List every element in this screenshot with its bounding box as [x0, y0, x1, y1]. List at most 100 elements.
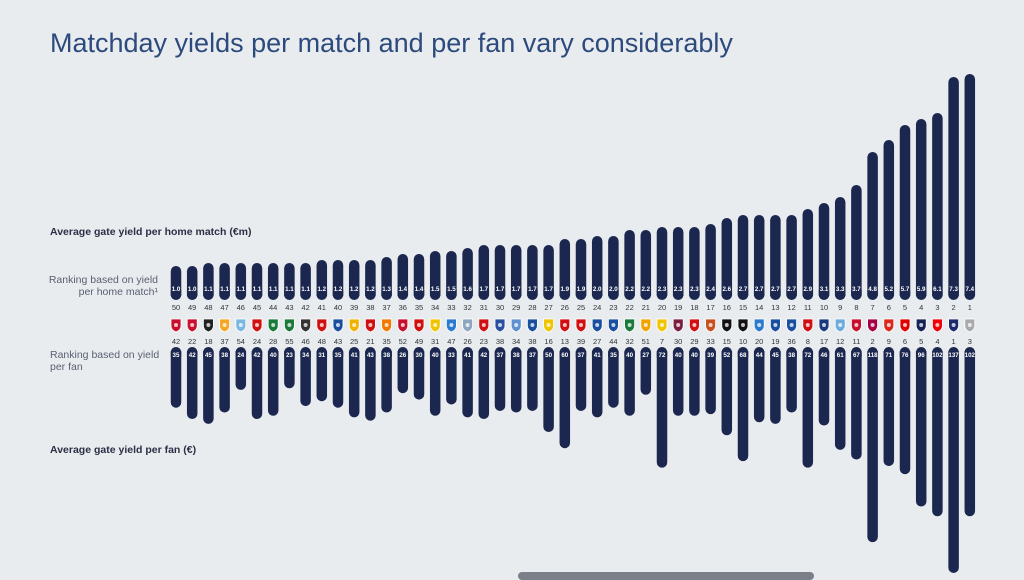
bar-per-fan	[219, 347, 230, 413]
club-crest-emblem	[514, 323, 519, 327]
value-label-per-fan: 42	[189, 352, 196, 359]
bar-per-fan-base	[948, 351, 959, 357]
rank-per-match: 20	[658, 303, 666, 312]
value-label-per-fan: 31	[318, 352, 325, 359]
rank-per-fan: 17	[820, 337, 828, 346]
club-crest-emblem	[562, 323, 567, 327]
rank-per-fan: 38	[528, 337, 536, 346]
bar-per-match	[559, 239, 571, 300]
rank-per-fan: 24	[253, 337, 261, 346]
rank-per-fan: 48	[318, 337, 326, 346]
rank-per-match: 24	[593, 303, 601, 312]
club-crest-emblem	[546, 323, 551, 327]
bar-per-fan	[527, 347, 538, 411]
bar-per-fan-base	[235, 351, 247, 357]
club-crest-emblem	[174, 323, 178, 327]
bar-per-match-base	[397, 290, 409, 296]
bar-per-fan-base	[316, 351, 328, 357]
value-label-per-match: 1.7	[528, 286, 537, 293]
bar-per-fan	[186, 347, 198, 420]
bar-per-match-base	[235, 290, 247, 296]
value-label-per-match: 2.6	[722, 286, 731, 293]
club-crest-emblem	[935, 323, 940, 327]
bar-per-match	[753, 215, 765, 300]
club-crest-emblem	[643, 323, 648, 327]
bar-per-match-base	[381, 290, 392, 296]
bar-per-fan-base	[575, 351, 587, 357]
club-crest-emblem	[611, 323, 616, 327]
value-label-per-fan: 42	[254, 352, 261, 359]
horizontal-scrollbar[interactable]	[518, 572, 814, 580]
avg-gate-yield-per-fan-label: Average gate yield per fan (€)	[50, 444, 197, 456]
value-label-per-match: 2.4	[706, 286, 715, 293]
bar-per-fan-base	[559, 351, 571, 357]
club-crest-emblem	[352, 323, 357, 327]
bar-per-match-base	[705, 290, 716, 296]
value-label-per-match: 7.3	[949, 286, 958, 293]
bar-per-match	[786, 215, 797, 300]
value-label-per-match: 6.1	[933, 286, 942, 293]
bar-per-match-base	[802, 290, 814, 296]
rank-per-fan: 12	[836, 337, 844, 346]
club-crest-emblem	[271, 323, 276, 327]
rank-per-match: 9	[838, 303, 842, 312]
rank-per-fan: 7	[660, 337, 664, 346]
value-label-per-fan: 40	[675, 352, 682, 359]
bar-per-fan-base	[608, 351, 619, 357]
bar-per-fan-base	[753, 351, 765, 357]
bar-per-fan-base	[899, 351, 911, 357]
rank-per-match: 41	[318, 303, 326, 312]
value-label-per-fan: 46	[821, 352, 828, 359]
page-title: Matchday yields per match and per fan va…	[50, 28, 733, 59]
club-crest-emblem	[838, 323, 843, 327]
bar-per-fan-base	[867, 351, 878, 357]
bar-per-fan	[332, 347, 344, 408]
bar-per-match-base	[429, 290, 441, 296]
bar-per-match-base	[251, 290, 263, 296]
rank-per-match: 12	[787, 303, 795, 312]
rank-per-fan: 42	[172, 337, 180, 346]
bar-per-fan	[446, 347, 457, 405]
bar-per-match-base	[818, 290, 830, 296]
value-label-per-fan: 26	[399, 352, 406, 359]
value-label-per-fan: 40	[691, 352, 698, 359]
value-label-per-match: 1.5	[431, 286, 440, 293]
bar-per-fan-base	[186, 351, 198, 357]
bar-per-match	[689, 227, 700, 300]
rank-per-fan: 26	[463, 337, 471, 346]
value-label-per-fan: 39	[707, 352, 714, 359]
bar-per-match-base	[462, 290, 473, 296]
rank-per-match: 2	[952, 303, 956, 312]
bar-per-match-base	[284, 290, 295, 296]
bar-per-match	[397, 254, 409, 300]
club-crest-emblem	[919, 323, 924, 327]
rank-per-match: 7	[871, 303, 875, 312]
rank-per-match: 27	[544, 303, 552, 312]
club-crest-emblem	[579, 323, 583, 327]
value-label-per-match: 1.2	[317, 286, 326, 293]
bar-per-fan-base	[737, 351, 749, 357]
value-label-per-match: 2.3	[690, 286, 699, 293]
rank-per-fan: 18	[204, 337, 212, 346]
club-crest-emblem	[222, 323, 227, 327]
value-label-per-match: 1.0	[172, 286, 181, 293]
value-label-per-fan: 68	[740, 352, 747, 359]
value-label-per-match: 5.2	[884, 286, 893, 293]
value-label-per-fan: 72	[804, 352, 811, 359]
club-crest-emblem	[741, 323, 745, 327]
rank-per-match: 33	[447, 303, 455, 312]
bar-per-fan	[494, 347, 506, 411]
club-crest-emblem	[384, 323, 389, 327]
bar-per-match-base	[721, 290, 733, 296]
bar-per-match	[527, 245, 538, 300]
bar-per-fan	[284, 347, 295, 389]
bar-per-fan-base	[786, 351, 797, 357]
bar-per-fan-base	[413, 351, 425, 357]
rank-per-fan: 13	[561, 337, 569, 346]
value-label-per-match: 2.2	[641, 286, 650, 293]
club-crest-emblem	[449, 323, 454, 327]
value-label-per-match: 1.1	[253, 286, 262, 293]
bar-per-fan	[413, 347, 425, 400]
rank-per-match: 8	[854, 303, 858, 312]
